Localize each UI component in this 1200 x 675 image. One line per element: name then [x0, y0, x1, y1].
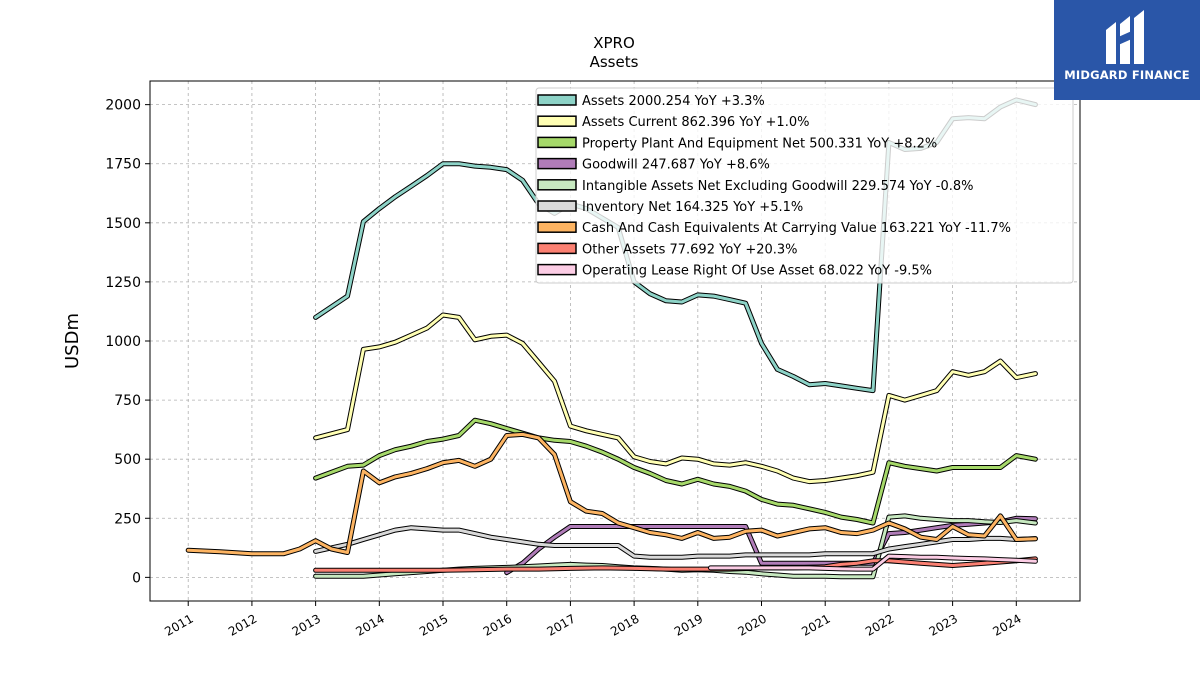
x-tick-label: 2019	[672, 611, 705, 638]
legend-label: Cash And Cash Equivalents At Carrying Va…	[582, 221, 1011, 236]
series-7	[313, 556, 1038, 573]
legend-swatch	[537, 179, 577, 191]
y-tick-label: 1250	[105, 275, 141, 291]
brand-name: MIDGARD FINANCE	[1064, 68, 1190, 82]
legend-swatch	[537, 136, 577, 149]
y-tick-label: 1000	[105, 334, 141, 350]
y-tick-label: 250	[114, 511, 141, 527]
x-tick-label: 2021	[799, 611, 832, 638]
legend-label: Goodwill 247.687 YoY +8.6%	[582, 158, 770, 173]
y-tick-label: 500	[114, 452, 141, 468]
series-8	[708, 553, 1038, 572]
y-axis-label: USDm	[62, 313, 83, 369]
y-tick-label: 750	[114, 393, 141, 409]
series-line-outline	[185, 431, 1038, 557]
y-tick-label: 1500	[105, 216, 141, 232]
series-line	[505, 516, 1037, 575]
series-6	[185, 431, 1038, 557]
legend-label: Property Plant And Equipment Net 500.331…	[582, 136, 937, 151]
legend-swatch	[537, 263, 577, 276]
x-tick-label: 2013	[290, 611, 323, 638]
series-line	[314, 313, 1037, 484]
legend-label: Inventory Net 164.325 YoY +5.1%	[582, 200, 803, 215]
x-tick-label: 2012	[226, 611, 259, 638]
legend: Assets 2000.254 YoY +3.3% Assets Current …	[535, 87, 1074, 284]
x-tick-label: 2022	[863, 611, 896, 638]
brand-logo: MIDGARD FINANCE	[1054, 0, 1200, 100]
legend-swatch	[537, 242, 577, 255]
series-line	[709, 554, 1037, 571]
chart-title: XPRO	[593, 34, 635, 52]
series-2	[313, 417, 1038, 526]
x-tick-label: 2014	[353, 611, 386, 638]
x-tick-label: 2020	[736, 611, 769, 638]
y-tick-label: 2000	[105, 98, 141, 114]
chart-subtitle: Assets	[590, 53, 639, 71]
legend-swatch	[537, 94, 577, 106]
legend-label: Operating Lease Right Of Use Asset 68.02…	[582, 264, 932, 279]
x-tick-label: 2024	[990, 611, 1023, 638]
legend-label: Intangible Assets Net Excluding Goodwill…	[582, 179, 973, 194]
y-tick-label: 0	[132, 570, 141, 586]
series-line	[314, 418, 1037, 525]
logo-mark-icon	[1106, 10, 1144, 64]
x-tick-label: 2017	[544, 611, 577, 638]
x-tick-label: 2015	[417, 611, 450, 638]
legend-label: Assets Current 862.396 YoY +1.0%	[582, 115, 809, 130]
series-line	[314, 526, 1037, 559]
y-tick-label: 1750	[105, 157, 141, 173]
series-3	[504, 515, 1038, 576]
legend-swatch	[537, 115, 577, 127]
legend-box	[535, 87, 1074, 284]
series-line	[186, 432, 1037, 556]
x-tick-label: 2018	[608, 611, 641, 638]
x-tick-label: 2016	[481, 611, 514, 638]
series-5	[313, 525, 1038, 560]
series-line-outline	[313, 312, 1038, 485]
series-1	[313, 312, 1038, 485]
x-tick-label: 2023	[927, 611, 960, 638]
legend-swatch	[537, 200, 577, 212]
x-tick-label: 2011	[162, 611, 195, 638]
legend-label: Assets 2000.254 YoY +3.3%	[582, 94, 765, 109]
legend-label: Other Assets 77.692 YoY +20.3%	[582, 242, 798, 257]
legend-swatch	[537, 221, 577, 233]
legend-swatch	[537, 157, 577, 170]
